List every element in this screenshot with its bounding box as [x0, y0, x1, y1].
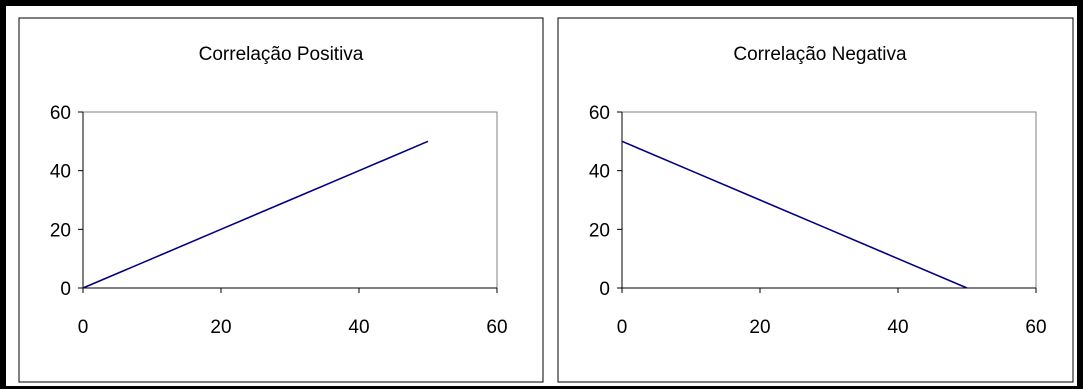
- y-tick-label: 0: [599, 279, 610, 300]
- axes: 0 20 40 60 0 20 40 60: [589, 103, 1047, 338]
- y-tick-label: 20: [589, 220, 610, 241]
- axes: 0 20 40 60 0 20 40 60: [50, 103, 508, 338]
- y-tick-label: 20: [50, 220, 71, 241]
- y-tick-label: 60: [50, 103, 71, 124]
- chart-title: Correlação Negativa: [733, 44, 907, 65]
- x-tick-label: 20: [749, 317, 770, 338]
- chart-area: [557, 17, 1074, 383]
- x-tick-label: 40: [887, 317, 908, 338]
- chart-negative: Correlação Negativa 0 20 40 60 0 20 40 60: [557, 17, 1074, 383]
- x-tick-label: 60: [1025, 317, 1046, 338]
- y-tick-label: 0: [60, 279, 71, 300]
- y-tick-label: 40: [589, 162, 610, 183]
- chart-area: [18, 17, 544, 383]
- y-tick-label: 40: [50, 162, 71, 183]
- x-tick-label: 0: [78, 317, 89, 338]
- x-tick-label: 0: [617, 317, 628, 338]
- x-tick-label: 40: [348, 317, 369, 338]
- y-tick-label: 60: [589, 103, 610, 124]
- x-tick-label: 60: [486, 317, 507, 338]
- series-line: [82, 140, 429, 289]
- series-line: [621, 140, 968, 289]
- chart-positive: Correlação Positiva 0 20 40 60 0 20 40 60: [18, 17, 544, 383]
- x-tick-label: 20: [210, 317, 231, 338]
- chart-title: Correlação Positiva: [199, 44, 364, 65]
